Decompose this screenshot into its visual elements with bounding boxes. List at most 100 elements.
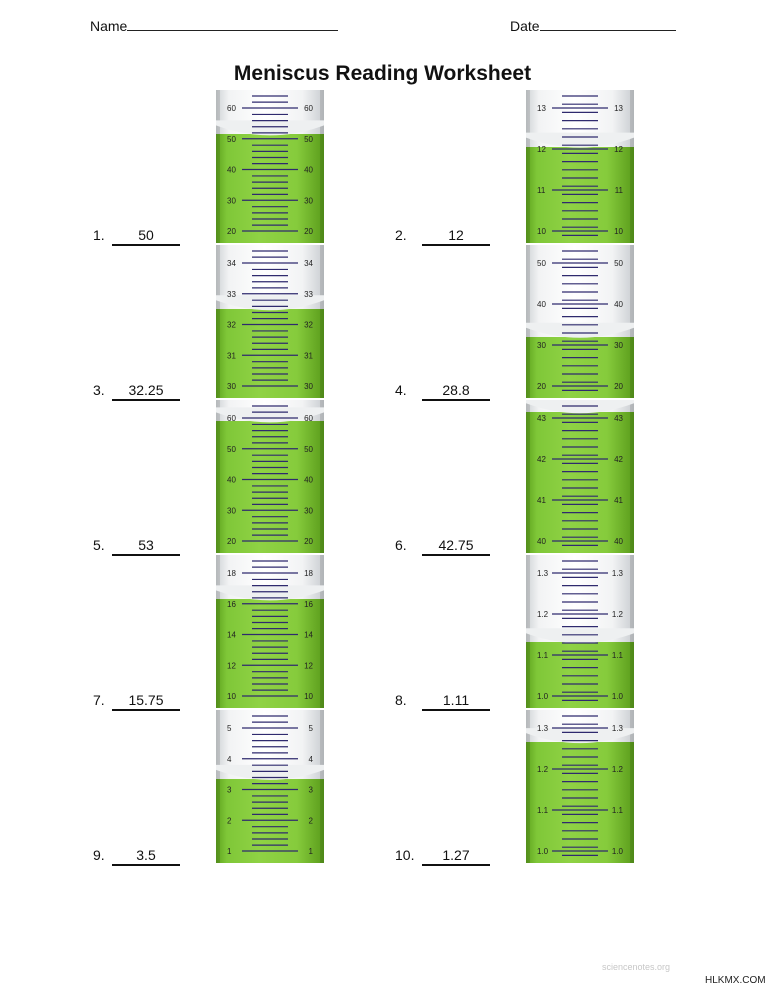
tick-label: 1.3 (537, 724, 549, 733)
tick-label: 11 (537, 186, 546, 195)
meniscus (526, 728, 634, 744)
tick-label: 20 (614, 382, 623, 391)
name-field[interactable]: Name (90, 18, 339, 34)
name-line[interactable] (127, 18, 339, 31)
glass-edge (526, 400, 530, 553)
tick-label: 1.0 (612, 847, 624, 856)
tick-label: 20 (304, 227, 313, 236)
name-label: Name (90, 18, 128, 34)
tick-label: 4 (309, 755, 314, 764)
tick-label: 3 (309, 786, 314, 795)
tick-label: 10 (537, 227, 546, 236)
answer-value[interactable]: 1.11 (422, 692, 490, 711)
tick-label: 1.1 (537, 651, 549, 660)
tick-label: 41 (537, 496, 546, 505)
answer-value[interactable]: 53 (112, 537, 180, 556)
glass-edge (630, 245, 634, 398)
tick-label: 30 (227, 382, 236, 391)
tick-label: 2 (227, 816, 232, 825)
tick-label: 40 (304, 166, 313, 175)
tick-label: 31 (304, 351, 313, 360)
answer-value[interactable]: 42.75 (422, 537, 490, 556)
graduation-scale: 13 13 12 12 11 11 10 10 (526, 95, 634, 236)
glass-edge (526, 710, 530, 863)
meniscus (216, 120, 324, 136)
problem-number: 6. (395, 537, 407, 553)
tick-label: 18 (227, 569, 236, 578)
problem-number: 3. (93, 382, 105, 398)
tick-label: 50 (614, 259, 623, 268)
glass-edge (320, 400, 324, 553)
tick-label: 50 (537, 259, 546, 268)
graduated-cylinder-4: 50 50 40 40 30 30 20 20 (526, 245, 634, 398)
tick-label: 60 (227, 414, 236, 423)
answer-value[interactable]: 3.5 (112, 847, 180, 866)
footer-credit: sciencenotes.org (602, 962, 671, 972)
glass-edge (216, 245, 220, 398)
tick-label: 60 (227, 104, 236, 113)
glass-edge (216, 555, 220, 708)
tick-label: 10 (304, 692, 313, 701)
glass-edge (526, 90, 530, 243)
answer-value[interactable]: 28.8 (422, 382, 490, 401)
tick-label: 12 (614, 145, 623, 154)
graduated-cylinder-5: 60 60 50 50 40 40 30 30 20 20 (216, 400, 324, 553)
date-label: Date (510, 18, 540, 34)
tick-label: 31 (227, 351, 236, 360)
tick-label: 30 (304, 382, 313, 391)
tick-label: 1.1 (612, 806, 624, 815)
tick-label: 30 (227, 196, 236, 205)
tick-label: 1.2 (612, 765, 624, 774)
tick-label: 16 (227, 600, 236, 609)
tick-label: 33 (227, 290, 236, 299)
tick-label: 1.1 (537, 806, 549, 815)
tick-label: 32 (227, 321, 236, 330)
tick-label: 20 (537, 382, 546, 391)
graduation-scale: 60 60 50 50 40 40 30 30 20 20 (216, 405, 324, 546)
answer-value[interactable]: 32.25 (112, 382, 180, 401)
tick-label: 18 (304, 569, 313, 578)
graduation-scale: 34 34 33 33 32 32 31 31 30 30 (216, 250, 324, 391)
tick-label: 60 (304, 104, 313, 113)
tick-label: 30 (614, 341, 623, 350)
tick-label: 16 (304, 600, 313, 609)
liquid-column (216, 778, 324, 863)
tick-label: 50 (304, 135, 313, 144)
tick-label: 42 (614, 455, 623, 464)
answer-value[interactable]: 50 (112, 227, 180, 246)
tick-label: 11 (615, 186, 624, 195)
answer-value[interactable]: 1.27 (422, 847, 490, 866)
date-line[interactable] (539, 18, 676, 31)
answer-value[interactable]: 15.75 (112, 692, 180, 711)
tick-label: 1.2 (612, 610, 624, 619)
graduation-scale: 18 18 16 16 14 14 12 12 10 10 (216, 560, 324, 701)
meniscus (526, 628, 634, 644)
tick-label: 40 (537, 537, 546, 546)
problem-number: 10. (395, 847, 415, 863)
graduated-cylinder-3: 34 34 33 33 32 32 31 31 30 30 (216, 245, 324, 398)
graduation-scale: 5 5 4 4 3 3 2 2 1 1 (216, 715, 324, 856)
meniscus (216, 585, 324, 601)
tick-label: 1.2 (537, 610, 549, 619)
meniscus (216, 764, 324, 780)
problem-number: 8. (395, 692, 407, 708)
tick-label: 60 (304, 414, 313, 423)
tick-label: 34 (227, 259, 236, 268)
tick-label: 50 (304, 445, 313, 454)
tick-label: 30 (304, 506, 313, 515)
graduated-cylinder-1: 60 60 50 50 40 40 30 30 20 20 (216, 90, 324, 243)
tick-label: 34 (304, 259, 313, 268)
liquid-column (526, 742, 634, 863)
date-field[interactable]: Date (510, 18, 676, 34)
glass-edge (216, 90, 220, 243)
graduated-cylinder-2: 13 13 12 12 11 11 10 10 (526, 90, 634, 243)
graduated-cylinder-7: 18 18 16 16 14 14 12 12 10 10 (216, 555, 324, 708)
meniscus (216, 407, 324, 423)
tick-label: 40 (227, 476, 236, 485)
answer-value[interactable]: 12 (422, 227, 490, 246)
problem-number: 9. (93, 847, 105, 863)
meniscus (526, 322, 634, 338)
tick-label: 20 (227, 227, 236, 236)
tick-label: 43 (614, 414, 623, 423)
tick-label: 13 (614, 104, 623, 113)
